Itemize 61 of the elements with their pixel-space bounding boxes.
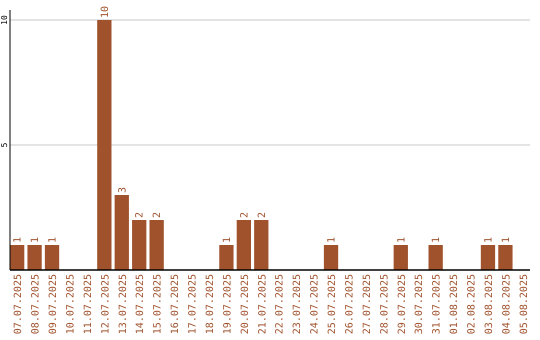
x-tick-label: 03.08.2025 xyxy=(484,274,495,334)
bar xyxy=(254,220,268,270)
data-label: 1 xyxy=(48,236,59,243)
x-tick-label: 01.08.2025 xyxy=(449,274,460,334)
bar xyxy=(498,245,513,270)
data-label: 3 xyxy=(117,186,128,193)
bar xyxy=(132,220,146,270)
x-tick-label: 25.07.2025 xyxy=(327,274,338,334)
bar xyxy=(150,220,164,270)
x-tick-label: 10.07.2025 xyxy=(65,274,76,334)
bar xyxy=(236,220,251,270)
bar xyxy=(44,245,60,270)
data-label: 1 xyxy=(326,236,338,243)
x-tick-label: 31.07.2025 xyxy=(432,274,443,334)
x-tick-label: 05.08.2025 xyxy=(518,274,530,334)
x-tick-label: 14.07.2025 xyxy=(135,274,146,334)
x-tick-label: 11.07.2025 xyxy=(82,274,94,334)
bar xyxy=(219,245,234,270)
data-label: 1 xyxy=(396,236,408,243)
bar xyxy=(114,195,129,270)
x-tick-label: 18.07.2025 xyxy=(204,274,216,334)
x-tick-label: 16.07.2025 xyxy=(170,274,182,334)
bar xyxy=(27,245,42,270)
data-label: 1 xyxy=(431,236,442,243)
x-tick-label: 20.07.2025 xyxy=(240,274,251,334)
data-label: 2 xyxy=(134,212,146,218)
data-label: 2 xyxy=(256,212,268,218)
x-tick-label: 09.07.2025 xyxy=(48,274,60,334)
data-label: 2 xyxy=(152,212,164,218)
x-tick-label: 08.07.2025 xyxy=(30,274,42,334)
x-tick-label: 12.07.2025 xyxy=(100,274,112,334)
x-tick-label: 02.08.2025 xyxy=(466,274,478,334)
x-tick-label: 23.07.2025 xyxy=(292,274,304,334)
bar xyxy=(10,245,24,270)
x-tick-label: 28.07.2025 xyxy=(379,274,390,334)
x-tick-label: 21.07.2025 xyxy=(257,274,268,334)
data-label: 1 xyxy=(30,236,42,243)
data-label: 1 xyxy=(12,236,24,243)
data-label: 10 xyxy=(100,6,111,18)
bar xyxy=(480,245,496,270)
bar xyxy=(324,245,338,270)
x-tick-label: 26.07.2025 xyxy=(344,274,356,334)
data-label: 1 xyxy=(483,236,494,243)
data-label: 1 xyxy=(500,236,512,243)
x-tick-label: 17.07.2025 xyxy=(188,274,199,334)
x-tick-label: 29.07.2025 xyxy=(396,274,408,334)
x-tick-label: 27.07.2025 xyxy=(362,274,373,334)
x-tick-label: 07.07.2025 xyxy=(13,274,24,334)
bar xyxy=(97,20,112,270)
x-tick-label: 19.07.2025 xyxy=(222,274,234,334)
bar xyxy=(428,245,443,270)
x-tick-label: 15.07.2025 xyxy=(152,274,164,334)
x-tick-label: 24.07.2025 xyxy=(310,274,321,334)
x-tick-label: 13.07.2025 xyxy=(118,274,129,334)
y-tick-label: 5 xyxy=(0,142,9,148)
data-label: 2 xyxy=(239,212,250,218)
x-tick-label: 04.08.2025 xyxy=(501,274,512,334)
x-tick-label: 30.07.2025 xyxy=(414,274,426,334)
x-tick-label: 22.07.2025 xyxy=(274,274,286,334)
bar xyxy=(394,245,408,270)
data-label: 1 xyxy=(222,236,233,243)
